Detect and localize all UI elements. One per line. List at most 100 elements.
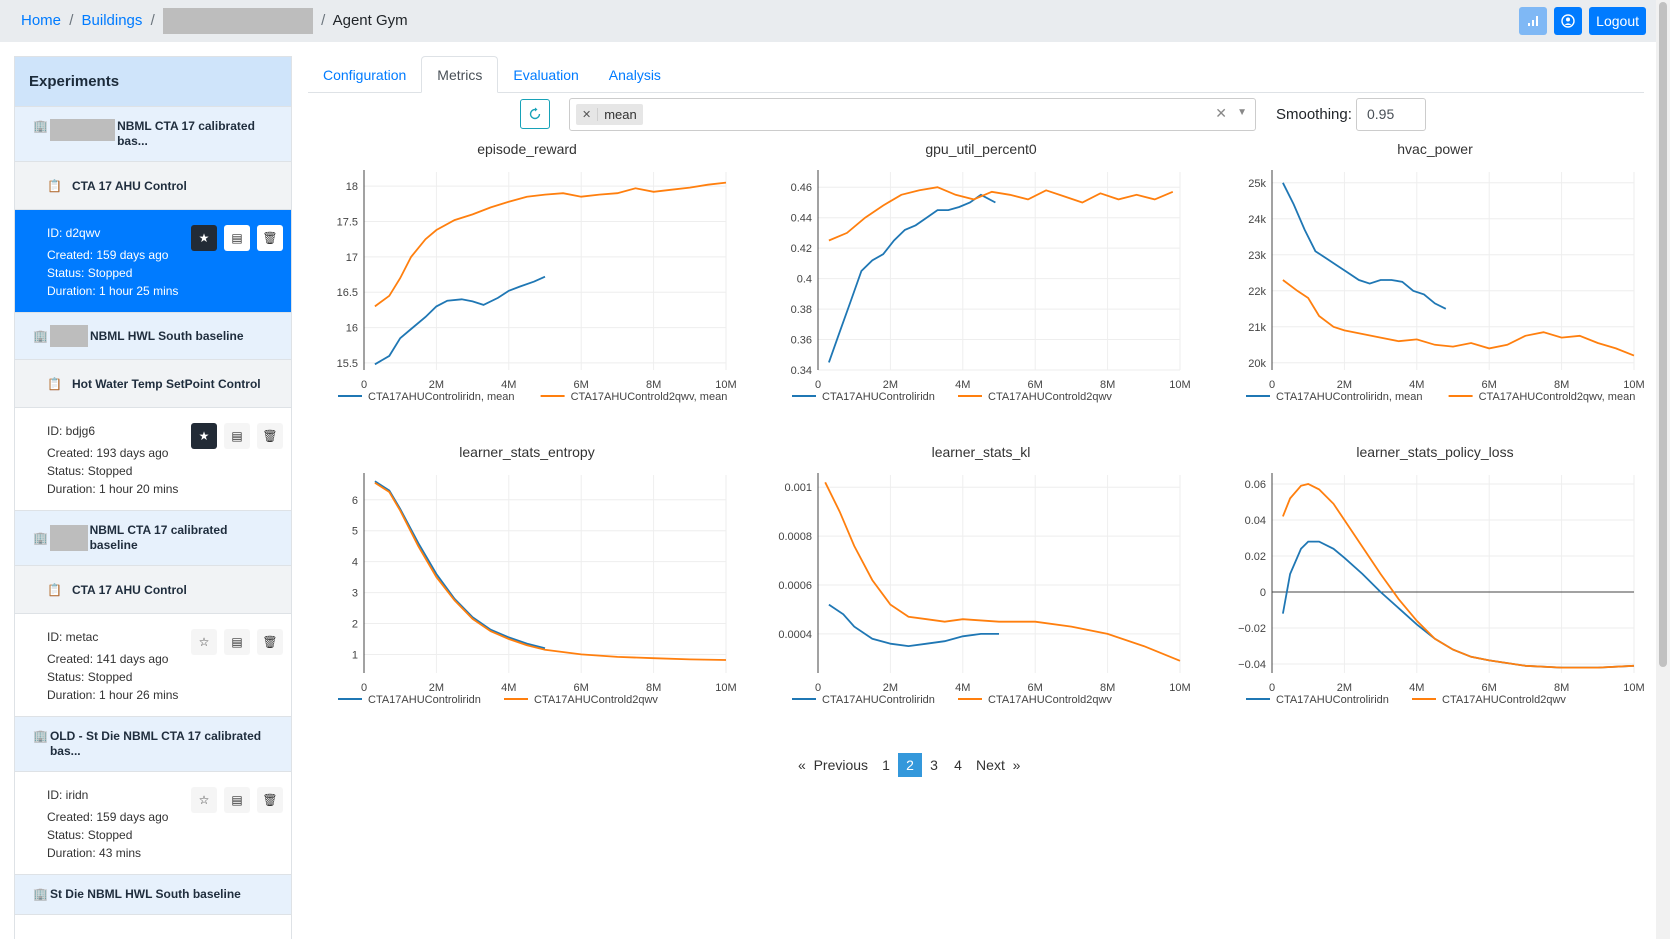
legend-label: CTA17AHUControld2qwv, mean	[1479, 391, 1636, 403]
y-tick-label: 0.46	[791, 182, 812, 194]
archive-button[interactable]: ▤	[224, 225, 250, 251]
tab-analysis[interactable]: Analysis	[608, 66, 661, 83]
run-item[interactable]: ID: iridn Created: 159 days ago Status: …	[15, 772, 291, 875]
run-item[interactable]: ID: bdjg6 Created: 193 days ago Status: …	[15, 408, 291, 511]
building-icon: 🏢	[33, 328, 48, 343]
pagination-page-active[interactable]: 2	[898, 753, 923, 777]
x-tick-label: 0	[1269, 379, 1275, 391]
clear-icon[interactable]: ✕	[1215, 105, 1227, 121]
y-tick-label: 5	[352, 526, 358, 538]
pagination-prev[interactable]: « Previous	[798, 757, 869, 773]
x-tick-label: 10M	[1169, 682, 1190, 694]
legend-label: CTA17AHUControld2qwv, mean	[571, 391, 728, 403]
x-tick-label: 6M	[1028, 682, 1043, 694]
star-button[interactable]: ★	[191, 423, 217, 449]
series-line-blue	[828, 603, 999, 648]
delete-button[interactable]: 🗑	[257, 423, 283, 449]
building-item[interactable]: 🏢 OLD - St Die NBML CTA 17 calibrated ba…	[15, 717, 291, 772]
x-tick-label: 4M	[1409, 682, 1424, 694]
star-button[interactable]: ★	[191, 225, 217, 251]
page-scrollbar[interactable]	[1656, 0, 1670, 939]
y-tick-label: 3	[352, 588, 358, 600]
x-tick-label: 2M	[429, 379, 444, 391]
experiments-sidebar: Experiments 🏢 NBML CTA 17 calibrated bas…	[14, 56, 292, 939]
series-line-blue	[1282, 540, 1635, 669]
series-line-blue	[828, 193, 996, 363]
x-tick-label: 6M	[574, 379, 589, 391]
series-line-blue	[374, 275, 546, 366]
experiment-item[interactable]: 📋 CTA 17 AHU Control	[15, 566, 291, 614]
chart-title: episode_reward	[477, 144, 577, 157]
y-tick-label: 0.0008	[778, 531, 812, 543]
tab-metrics[interactable]: Metrics	[421, 56, 499, 93]
legend-label: CTA17AHUControld2qwv	[988, 694, 1112, 706]
chart-title: hvac_power	[1397, 144, 1473, 157]
experiment-item[interactable]: 📋 CTA 17 AHU Control	[15, 162, 291, 210]
legend-label: CTA17AHUControld2qwv	[534, 694, 658, 706]
star-outline-button[interactable]: ☆	[191, 787, 217, 813]
smoothing-input[interactable]: 0.95	[1356, 98, 1426, 131]
breadcrumb-home[interactable]: Home	[21, 11, 62, 29]
y-tick-label: 24k	[1248, 214, 1266, 226]
experiment-item[interactable]: 📋 Hot Water Temp SetPoint Control	[15, 360, 291, 408]
redacted-building-name[interactable]	[162, 8, 313, 34]
y-tick-label: 0.42	[791, 243, 812, 255]
x-tick-label: 0	[815, 379, 821, 391]
tab-evaluation[interactable]: Evaluation	[513, 66, 579, 83]
delete-button[interactable]: 🗑	[257, 787, 283, 813]
chart-episode-reward: episode_reward 0 2M 4M 6M 8M 10M 15.5 16 16.5 17 17…	[337, 144, 737, 403]
metrics-button[interactable]	[1519, 7, 1548, 35]
x-tick-label: 4M	[955, 379, 970, 391]
pagination-page[interactable]: 1	[882, 757, 890, 773]
building-item[interactable]: 🏢 NBML HWL South baseline	[15, 313, 291, 360]
x-tick-label: 8M	[1100, 682, 1115, 694]
run-item[interactable]: ID: metac Created: 141 days ago Status: …	[15, 614, 291, 717]
breadcrumb: Home / Buildings / / Agent Gym	[21, 8, 408, 34]
pagination-next[interactable]: Next »	[976, 757, 1021, 773]
archive-button[interactable]: ▤	[224, 423, 250, 449]
series-line-orange	[1282, 483, 1635, 669]
building-item[interactable]: 🏢 St Die NBML HWL South baseline	[15, 875, 291, 915]
building-item[interactable]: 🏢 NBML CTA 17 calibrated baseline	[15, 511, 291, 566]
tab-configuration[interactable]: Configuration	[323, 66, 407, 83]
delete-button[interactable]: 🗑	[257, 225, 283, 251]
x-tick-label: 10M	[1169, 379, 1190, 391]
chart-learner-stats-policy-loss: learner_stats_policy_loss 0 2M 4M 6M 8M 10M −0.…	[1238, 447, 1645, 706]
logout-button[interactable]: Logout	[1589, 7, 1646, 35]
pagination-page[interactable]: 3	[930, 757, 938, 773]
chart-title: learner_stats_policy_loss	[1356, 447, 1513, 460]
building-item[interactable]: 🏢 NBML CTA 17 calibrated bas...	[15, 107, 291, 162]
refresh-icon	[529, 107, 541, 120]
series-line-orange	[824, 481, 1181, 662]
delete-button[interactable]: 🗑	[257, 629, 283, 655]
x-tick-label: 0	[815, 682, 821, 694]
y-tick-label: 16.5	[337, 287, 358, 299]
tab-bar: Configuration Metrics Evaluation Analysi…	[308, 56, 1644, 93]
y-tick-label: 0.06	[1245, 479, 1266, 491]
y-tick-label: 0.38	[791, 304, 812, 316]
chart-learner-stats-entropy: learner_stats_entropy 0 2M 4M 6M 8M 10M 1 2 3 4 5 6 C…	[338, 447, 737, 706]
x-tick-label: 10M	[1623, 682, 1644, 694]
breadcrumb-buildings[interactable]: Buildings	[81, 11, 143, 29]
archive-button[interactable]: ▤	[224, 787, 250, 813]
y-tick-label: 25k	[1248, 178, 1266, 190]
chart-title: gpu_util_percent0	[925, 144, 1037, 157]
y-tick-label: 21k	[1248, 322, 1266, 334]
metric-filter-select[interactable]: ✕ mean ✕ ▼	[569, 98, 1256, 131]
scrollbar-thumb[interactable]	[1659, 2, 1667, 667]
archive-button[interactable]: ▤	[224, 629, 250, 655]
breadcrumb-current: Agent Gym	[332, 11, 408, 29]
building-icon: 🏢	[33, 119, 48, 133]
legend-label: CTA17AHUControliridn, mean	[368, 391, 515, 403]
chevron-down-icon[interactable]: ▼	[1237, 107, 1247, 118]
remove-chip-icon[interactable]: ✕	[576, 108, 599, 121]
x-tick-label: 0	[361, 682, 367, 694]
star-outline-button[interactable]: ☆	[191, 629, 217, 655]
y-tick-label: 0.36	[791, 335, 812, 347]
run-item-selected[interactable]: ID: d2qwv Created: 159 days ago Status: …	[15, 210, 291, 313]
user-profile-button[interactable]	[1554, 7, 1583, 35]
series-line-orange	[1282, 279, 1635, 357]
refresh-button[interactable]	[520, 99, 550, 129]
series-line-orange	[374, 481, 727, 661]
pagination-page[interactable]: 4	[954, 757, 962, 773]
